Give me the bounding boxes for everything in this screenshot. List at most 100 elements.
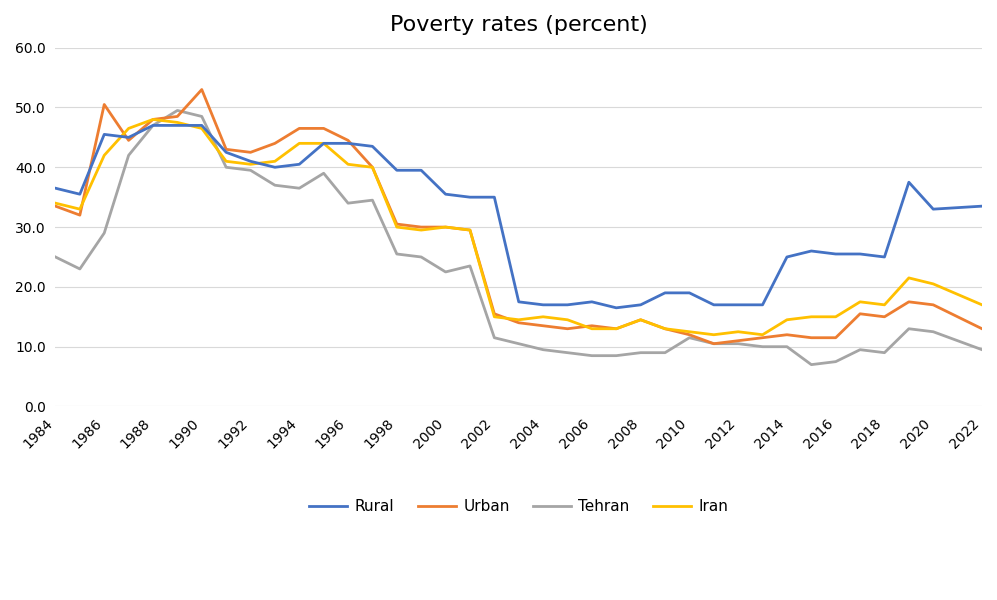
Urban [293, 125, 305, 132]
Rural [440, 191, 452, 198]
Rural [732, 301, 744, 308]
Iran [464, 226, 476, 233]
Urban [854, 310, 866, 317]
Urban [683, 331, 695, 338]
Urban [732, 337, 744, 344]
Iran [757, 331, 769, 338]
Urban [367, 164, 379, 171]
Urban [781, 331, 793, 338]
Urban [99, 101, 111, 108]
Iran [683, 328, 695, 335]
Tehran [927, 328, 939, 335]
Rural [903, 179, 915, 186]
Iran [659, 325, 671, 332]
Urban [806, 334, 818, 341]
Iran [878, 301, 890, 308]
Tehran [99, 229, 111, 236]
Urban [659, 325, 671, 332]
Tehran [683, 334, 695, 341]
Rural [50, 185, 62, 192]
Tehran [781, 343, 793, 350]
Rural [708, 301, 720, 308]
Urban [903, 298, 915, 305]
Iran [293, 140, 305, 147]
Tehran [415, 253, 427, 260]
Urban [976, 325, 988, 332]
Iran [610, 325, 622, 332]
Iran [830, 313, 841, 320]
Iran [342, 161, 354, 168]
Urban [318, 125, 330, 132]
Iran [99, 152, 111, 159]
Urban [464, 226, 476, 233]
Legend: Rural, Urban, Tehran, Iran: Rural, Urban, Tehran, Iran [303, 493, 735, 520]
Rural [318, 140, 330, 147]
Iran [489, 313, 500, 320]
Rural [74, 191, 86, 198]
Iran [318, 140, 330, 147]
Urban [195, 86, 207, 93]
Urban [537, 322, 549, 329]
Iran [391, 223, 403, 230]
Rural [976, 203, 988, 210]
Tehran [854, 346, 866, 353]
Urban [561, 325, 573, 332]
Tehran [464, 262, 476, 269]
Rural [147, 122, 159, 129]
Urban [123, 137, 135, 144]
Rural [537, 301, 549, 308]
Rural [659, 289, 671, 296]
Iran [586, 325, 598, 332]
Tehran [903, 325, 915, 332]
Rural [561, 301, 573, 308]
Urban [635, 316, 647, 323]
Urban [220, 146, 232, 153]
Rural [195, 122, 207, 129]
Rural [512, 298, 524, 305]
Tehran [708, 340, 720, 347]
Tehran [74, 265, 86, 272]
Iran [976, 301, 988, 308]
Rural [489, 194, 500, 201]
Iran [220, 158, 232, 165]
Tehran [342, 200, 354, 207]
Urban [269, 140, 281, 147]
Iran [512, 316, 524, 323]
Urban [171, 113, 183, 120]
Iran [732, 328, 744, 335]
Tehran [732, 340, 744, 347]
Urban [927, 301, 939, 308]
Rural [806, 247, 818, 254]
Iran [635, 316, 647, 323]
Tehran [391, 250, 403, 257]
Tehran [244, 167, 256, 174]
Iran [74, 206, 86, 213]
Line: Urban: Urban [56, 89, 982, 344]
Iran [123, 125, 135, 132]
Rural [757, 301, 769, 308]
Urban [147, 116, 159, 123]
Iran [854, 298, 866, 305]
Tehran [610, 352, 622, 359]
Line: Tehran: Tehran [56, 110, 982, 365]
Rural [269, 164, 281, 171]
Rural [342, 140, 354, 147]
Tehran [147, 122, 159, 129]
Rural [610, 304, 622, 311]
Tehran [512, 340, 524, 347]
Line: Rural: Rural [56, 125, 982, 308]
Tehran [878, 349, 890, 356]
Iran [367, 164, 379, 171]
Tehran [830, 358, 841, 365]
Urban [512, 319, 524, 326]
Rural [586, 298, 598, 305]
Iran [781, 316, 793, 323]
Tehran [293, 185, 305, 192]
Iran [708, 331, 720, 338]
Iran [440, 223, 452, 230]
Urban [440, 223, 452, 230]
Rural [635, 301, 647, 308]
Tehran [806, 361, 818, 368]
Urban [878, 313, 890, 320]
Tehran [757, 343, 769, 350]
